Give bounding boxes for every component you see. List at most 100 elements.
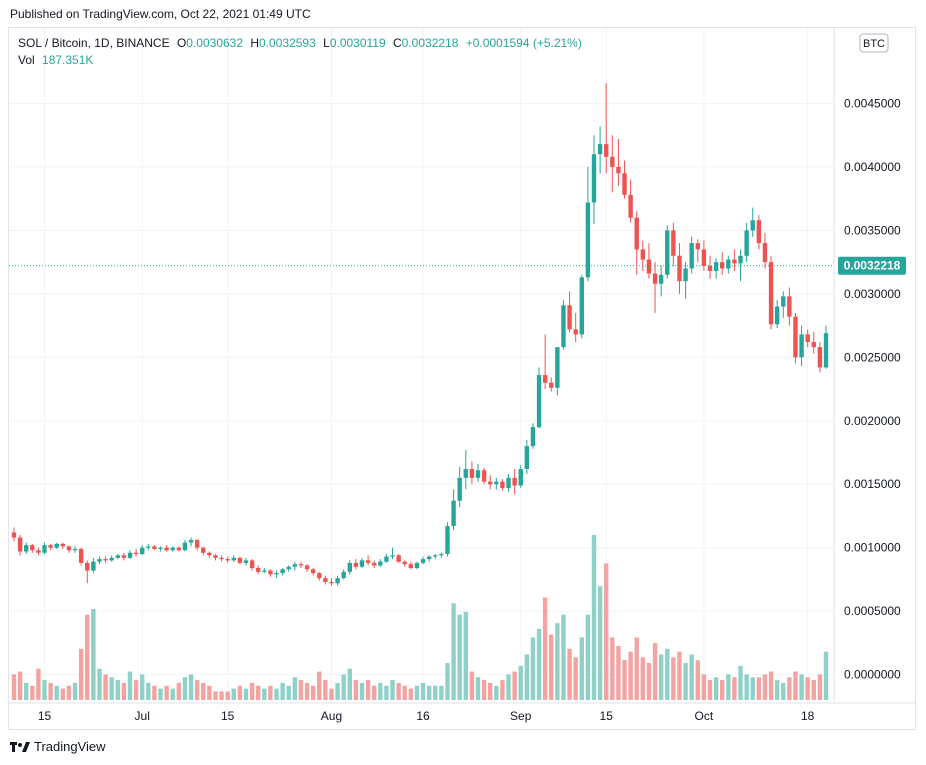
candle[interactable]: [127, 550, 133, 560]
candle[interactable]: [628, 179, 633, 223]
candle[interactable]: [365, 555, 371, 566]
candle[interactable]: [372, 560, 377, 568]
candle[interactable]: [298, 561, 304, 568]
candle[interactable]: [207, 551, 212, 558]
candle[interactable]: [213, 554, 218, 561]
candle[interactable]: [488, 475, 493, 490]
candle[interactable]: [774, 300, 780, 329]
candle[interactable]: [42, 542, 47, 555]
candle[interactable]: [341, 569, 346, 580]
candle[interactable]: [567, 291, 572, 332]
candle[interactable]: [359, 557, 365, 568]
candle[interactable]: [426, 555, 432, 562]
candle[interactable]: [591, 135, 597, 225]
candle[interactable]: [500, 479, 505, 491]
candle[interactable]: [549, 377, 554, 392]
candle[interactable]: [85, 560, 90, 584]
candle[interactable]: [805, 329, 810, 348]
candle[interactable]: [506, 474, 511, 492]
candle[interactable]: [78, 547, 84, 566]
candle[interactable]: [103, 556, 108, 563]
candle[interactable]: [414, 561, 420, 570]
candle[interactable]: [695, 239, 700, 263]
candle[interactable]: [91, 557, 96, 574]
candle[interactable]: [640, 240, 646, 271]
footer-brand[interactable]: TradingView: [10, 739, 106, 754]
candle[interactable]: [164, 545, 169, 552]
candle[interactable]: [652, 262, 658, 313]
candle[interactable]: [530, 423, 536, 449]
candle[interactable]: [713, 258, 719, 279]
candle[interactable]: [787, 287, 792, 326]
candle[interactable]: [823, 325, 829, 369]
candle[interactable]: [616, 139, 621, 186]
candle[interactable]: [188, 537, 194, 547]
candle[interactable]: [274, 570, 279, 579]
candle[interactable]: [646, 243, 652, 279]
candle[interactable]: [536, 367, 542, 429]
candle[interactable]: [30, 543, 35, 553]
candle[interactable]: [347, 560, 352, 575]
candle[interactable]: [329, 578, 334, 586]
candle[interactable]: [781, 291, 786, 318]
candle[interactable]: [170, 546, 175, 552]
candle[interactable]: [445, 522, 450, 557]
candle[interactable]: [512, 469, 517, 495]
candle[interactable]: [597, 126, 603, 174]
candle[interactable]: [439, 552, 444, 558]
candle[interactable]: [671, 222, 676, 266]
candle[interactable]: [384, 554, 389, 563]
candle[interactable]: [573, 312, 578, 343]
candle[interactable]: [481, 467, 487, 485]
candle[interactable]: [280, 568, 285, 576]
candle[interactable]: [390, 547, 395, 560]
candle[interactable]: [463, 449, 468, 490]
candle[interactable]: [158, 546, 163, 552]
candle[interactable]: [231, 555, 236, 562]
candle[interactable]: [579, 274, 584, 339]
candle[interactable]: [634, 211, 639, 275]
candle[interactable]: [518, 465, 523, 489]
candle[interactable]: [11, 527, 17, 542]
candle[interactable]: [66, 545, 72, 553]
candle[interactable]: [542, 334, 548, 390]
candle[interactable]: [48, 543, 53, 551]
candle[interactable]: [286, 565, 291, 572]
candle[interactable]: [24, 542, 29, 555]
candle[interactable]: [97, 556, 102, 565]
candle[interactable]: [494, 477, 499, 490]
candle[interactable]: [317, 571, 322, 581]
candle[interactable]: [243, 557, 249, 566]
candle[interactable]: [683, 262, 688, 299]
candle[interactable]: [36, 547, 41, 556]
candle[interactable]: [457, 466, 462, 508]
candle[interactable]: [433, 554, 438, 560]
candle[interactable]: [219, 555, 224, 562]
candle[interactable]: [793, 312, 798, 364]
candle[interactable]: [60, 542, 66, 549]
candle[interactable]: [201, 546, 206, 556]
candle[interactable]: [109, 555, 114, 562]
candle[interactable]: [353, 559, 359, 570]
candle[interactable]: [304, 564, 310, 572]
candle[interactable]: [811, 331, 816, 354]
time-axis[interactable]: 15 Jul 15 Aug 16 Sep 15 Oct 18: [38, 709, 815, 723]
candle[interactable]: [707, 255, 713, 279]
candle[interactable]: [622, 160, 627, 199]
candle[interactable]: [585, 166, 591, 282]
candle[interactable]: [121, 552, 127, 561]
candle[interactable]: [762, 232, 768, 269]
candle[interactable]: [469, 461, 475, 485]
candle[interactable]: [726, 255, 731, 274]
candle[interactable]: [323, 575, 328, 585]
chart-frame[interactable]: [8, 27, 916, 730]
candle[interactable]: [555, 347, 560, 396]
candle[interactable]: [799, 325, 804, 367]
candle[interactable]: [17, 535, 23, 556]
candle[interactable]: [408, 561, 414, 570]
candle[interactable]: [237, 556, 243, 565]
candle[interactable]: [756, 215, 762, 250]
candle[interactable]: [292, 561, 298, 571]
candle[interactable]: [658, 265, 664, 297]
candle[interactable]: [610, 135, 615, 193]
